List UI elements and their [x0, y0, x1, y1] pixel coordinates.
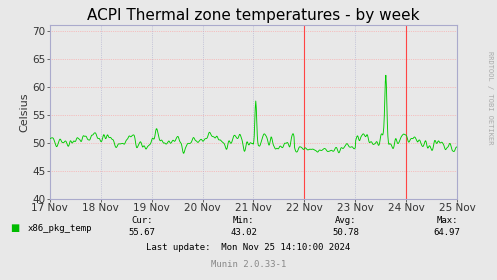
Text: 43.02: 43.02: [230, 228, 257, 237]
Text: 55.67: 55.67: [128, 228, 155, 237]
Text: 50.78: 50.78: [332, 228, 359, 237]
Text: Munin 2.0.33-1: Munin 2.0.33-1: [211, 260, 286, 269]
Text: Avg:: Avg:: [334, 216, 356, 225]
Text: Last update:  Mon Nov 25 14:10:00 2024: Last update: Mon Nov 25 14:10:00 2024: [147, 243, 350, 252]
Text: Min:: Min:: [233, 216, 254, 225]
Title: ACPI Thermal zone temperatures - by week: ACPI Thermal zone temperatures - by week: [87, 8, 420, 23]
Y-axis label: Celsius: Celsius: [19, 92, 29, 132]
Text: x86_pkg_temp: x86_pkg_temp: [27, 224, 92, 233]
Text: ■: ■: [10, 223, 19, 233]
Text: RRDTOOL / TOBI OETIKER: RRDTOOL / TOBI OETIKER: [487, 51, 493, 145]
Text: Max:: Max:: [436, 216, 458, 225]
Text: 64.97: 64.97: [434, 228, 461, 237]
Text: Cur:: Cur:: [131, 216, 153, 225]
